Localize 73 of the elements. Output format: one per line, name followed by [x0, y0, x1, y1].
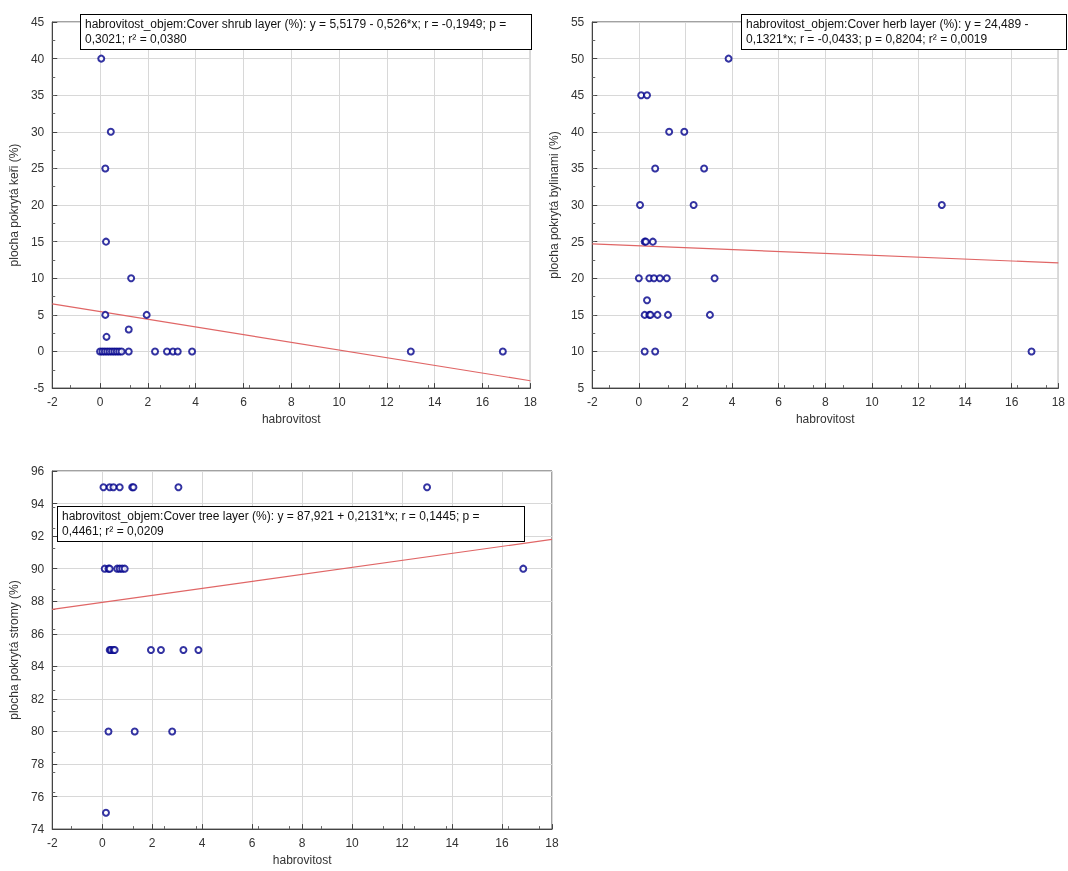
x-tick-label: 2 [148, 836, 156, 851]
y-tick-label: 82 [30, 691, 45, 706]
y-tick-label: 55 [570, 15, 585, 29]
x-tick-label: 12 [911, 395, 926, 410]
x-tick-label: -2 [586, 395, 598, 410]
y-tick-label: 25 [30, 161, 45, 176]
x-axis-title: habrovitost [795, 412, 856, 426]
y-tick-label: 0 [37, 344, 45, 359]
y-tick-label: 40 [30, 51, 45, 66]
x-tick-label: 14 [445, 836, 460, 851]
x-tick-label: 4 [192, 395, 200, 410]
y-tick-label: 76 [30, 789, 45, 804]
x-tick-label: 8 [287, 395, 295, 410]
x-tick-label: 18 [545, 836, 559, 851]
y-tick-label: 88 [30, 594, 45, 609]
y-tick-label: 30 [30, 124, 45, 139]
x-tick-label: 16 [1005, 395, 1019, 410]
x-tick-label: 2 [144, 395, 152, 410]
y-tick-label: 5 [577, 381, 585, 396]
y-tick-label: 15 [570, 307, 585, 322]
y-tick-label: 45 [570, 88, 585, 103]
y-tick-label: 92 [30, 529, 45, 544]
y-axis-title: plocha pokrytá bylinami (%) [547, 131, 561, 279]
x-tick-label: 10 [345, 836, 360, 851]
y-tick-label: -5 [33, 381, 45, 396]
y-tick-label: 96 [30, 464, 45, 478]
y-tick-label: 10 [570, 344, 585, 359]
x-tick-label: 14 [958, 395, 973, 410]
y-tick-label: 45 [30, 15, 45, 29]
y-tick-label: 74 [30, 822, 45, 837]
y-tick-label: 84 [30, 659, 45, 674]
x-tick-label: 16 [475, 395, 490, 410]
y-tick-label: 5 [37, 307, 45, 322]
x-axis-title: habrovitost [272, 853, 333, 867]
y-tick-label: 90 [30, 561, 45, 576]
x-tick-label: 8 [298, 836, 306, 851]
x-tick-label: 6 [248, 836, 256, 851]
x-tick-label: 8 [821, 395, 829, 410]
x-tick-label: 0 [98, 836, 106, 851]
y-tick-label: 40 [570, 124, 585, 139]
y-tick-label: 35 [570, 161, 585, 176]
y-tick-label: 94 [30, 496, 45, 511]
x-axis-title: habrovitost [261, 412, 322, 426]
y-tick-label: 20 [570, 271, 585, 286]
x-tick-label: 18 [523, 395, 538, 410]
y-axis-title: plocha pokrytá keři (%) [7, 143, 21, 267]
y-tick-label: 50 [570, 51, 585, 66]
x-tick-label: 10 [332, 395, 347, 410]
y-tick-label: 78 [30, 756, 45, 771]
x-tick-label: 12 [380, 395, 394, 410]
x-tick-label: 0 [96, 395, 104, 410]
x-tick-label: 6 [775, 395, 783, 410]
x-tick-label: 4 [728, 395, 736, 410]
y-tick-label: 86 [30, 626, 45, 641]
x-tick-label: -2 [46, 395, 58, 410]
y-tick-label: 80 [30, 724, 45, 739]
y-axis-title: plocha pokrytá stromy (%) [7, 580, 21, 720]
y-tick-label: 10 [30, 271, 45, 286]
x-tick-label: 4 [198, 836, 206, 851]
x-tick-label: 18 [1051, 395, 1066, 410]
x-tick-label: 12 [395, 836, 410, 851]
y-tick-label: 15 [30, 234, 45, 249]
y-tick-label: 20 [30, 198, 45, 213]
x-tick-label: 2 [682, 395, 690, 410]
y-tick-label: 25 [570, 234, 585, 249]
x-tick-label: 10 [865, 395, 879, 410]
y-tick-label: 30 [570, 198, 585, 213]
x-tick-label: 6 [240, 395, 248, 410]
x-tick-label: -2 [46, 836, 58, 851]
x-tick-label: 14 [428, 395, 442, 410]
y-tick-label: 35 [30, 88, 45, 103]
x-tick-label: 16 [495, 836, 510, 851]
x-tick-label: 0 [635, 395, 643, 410]
